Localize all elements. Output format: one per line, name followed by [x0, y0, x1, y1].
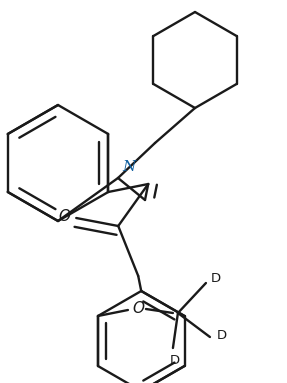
Text: O: O	[58, 208, 70, 224]
Text: O: O	[132, 301, 144, 316]
Text: D: D	[217, 329, 227, 342]
Text: N: N	[122, 160, 135, 174]
Text: D: D	[170, 354, 180, 367]
Text: D: D	[211, 272, 221, 285]
